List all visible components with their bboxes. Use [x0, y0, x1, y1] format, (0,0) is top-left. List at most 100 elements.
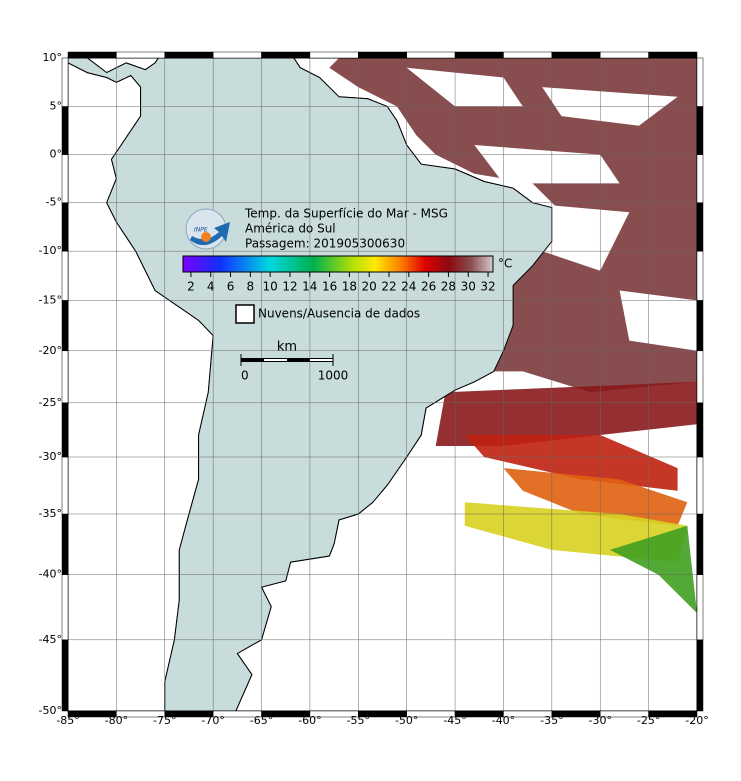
colorbar-label: 26	[421, 280, 436, 294]
legend-label: Nuvens/Ausencia de dados	[258, 307, 420, 321]
frame-seg	[696, 250, 704, 301]
frame-seg	[696, 202, 704, 252]
frame-seg	[503, 51, 553, 59]
region: América do Sul	[245, 222, 336, 236]
sst-patch	[435, 381, 697, 446]
scale-unit: km	[277, 340, 297, 355]
frame-seg	[696, 350, 704, 404]
sst-patch	[464, 435, 678, 491]
cloud-gap	[619, 290, 697, 351]
logo-arrow	[190, 222, 230, 246]
y-tick-label: 5°	[50, 99, 63, 112]
frame-seg	[164, 51, 214, 59]
x-tick-label: -30°	[588, 714, 611, 727]
colorbar-label: 32	[480, 280, 495, 294]
frame-seg	[61, 456, 69, 515]
frame-seg	[61, 57, 69, 107]
frame-seg	[61, 350, 69, 404]
y-tick-label: -25°	[39, 396, 62, 409]
colorbar-label: 4	[207, 280, 215, 294]
frame-seg	[696, 513, 704, 575]
y-tick-label: 0°	[50, 148, 63, 161]
frame-seg	[61, 250, 69, 301]
colorbar-label: 18	[342, 280, 357, 294]
x-tick-label: -70°	[201, 714, 224, 727]
colorbar-label: 28	[441, 280, 456, 294]
colorbar-label: 30	[461, 280, 476, 294]
x-tick-label: -25°	[637, 714, 660, 727]
frame-seg	[261, 51, 311, 59]
axis-ticks: -85° -80° -75° -70° -65° -60° -55° -50° -45° -40°…	[39, 51, 709, 727]
frame-seg	[696, 57, 704, 107]
y-tick-label: -30°	[39, 450, 62, 463]
colorbar-label: 12	[282, 280, 297, 294]
frame-seg	[61, 154, 69, 203]
frame-seg	[61, 202, 69, 252]
frame-seg	[648, 51, 698, 59]
map-frame	[61, 51, 704, 718]
x-tick-label: -75°	[153, 714, 176, 727]
frame-seg	[406, 51, 456, 59]
y-tick-label: -10°	[39, 244, 62, 257]
x-tick-label: -40°	[492, 714, 515, 727]
frame-seg	[696, 639, 704, 712]
frame-seg	[116, 51, 166, 59]
y-tick-label: -40°	[39, 568, 62, 581]
logo-text: INPE	[194, 227, 208, 234]
y-tick-label: 10°	[43, 51, 63, 64]
frame-seg	[358, 51, 407, 59]
frame-seg	[212, 51, 262, 59]
frame-seg	[696, 106, 704, 155]
x-tick-label: -50°	[395, 714, 418, 727]
frame-seg	[599, 51, 649, 59]
frame-seg	[454, 51, 504, 59]
frame-seg	[696, 574, 704, 641]
frame-seg	[61, 639, 69, 712]
map-area	[68, 58, 697, 711]
colorbar-label: 14	[302, 280, 317, 294]
x-tick-label: -85°	[56, 714, 79, 727]
colorbar-unit: °C	[498, 257, 512, 271]
frame-seg	[551, 51, 601, 59]
pass-time: Passagem: 201905300630	[245, 237, 405, 251]
y-tick-label: -5°	[46, 196, 62, 209]
colorbar-label: 2	[187, 280, 195, 294]
frame-seg	[696, 300, 704, 352]
cloud-gap	[406, 67, 523, 107]
frame-seg	[61, 574, 69, 641]
frame-seg	[61, 513, 69, 575]
colorbar	[182, 255, 494, 273]
frame-seg	[309, 51, 359, 59]
colorbar-label: 20	[362, 280, 377, 294]
y-tick-label: -50°	[39, 704, 62, 717]
frame-seg	[61, 106, 69, 155]
title: Temp. da Superfície do Mar - MSG	[244, 207, 448, 221]
scale-bar-seg	[264, 359, 287, 361]
colorbar-label: 22	[381, 280, 396, 294]
frame-seg	[696, 456, 704, 515]
y-tick-label: -45°	[39, 633, 62, 646]
colorbar-label: 16	[322, 280, 337, 294]
sst-patch	[609, 525, 697, 614]
scale-label: 1000	[318, 369, 349, 383]
colorbar-label: 8	[247, 280, 255, 294]
colorbar-label: 10	[263, 280, 278, 294]
x-tick-label: -65°	[250, 714, 273, 727]
x-tick-label: -80°	[105, 714, 128, 727]
frame-seg	[696, 154, 704, 203]
y-tick-label: -35°	[39, 507, 62, 520]
x-tick-label: -20°	[685, 714, 708, 727]
x-tick-label: -45°	[443, 714, 466, 727]
frame-seg	[61, 300, 69, 352]
colorbar-label: 6	[227, 280, 235, 294]
sst-patch	[503, 468, 688, 526]
logo-sun	[201, 232, 211, 242]
y-tick-label: -20°	[39, 344, 62, 357]
x-tick-label: -35°	[540, 714, 563, 727]
frame-seg	[648, 710, 698, 718]
x-tick-label: -60°	[298, 714, 321, 727]
frame-seg	[67, 51, 117, 59]
scale-bar-seg	[310, 359, 333, 361]
sst-patch	[329, 58, 697, 393]
